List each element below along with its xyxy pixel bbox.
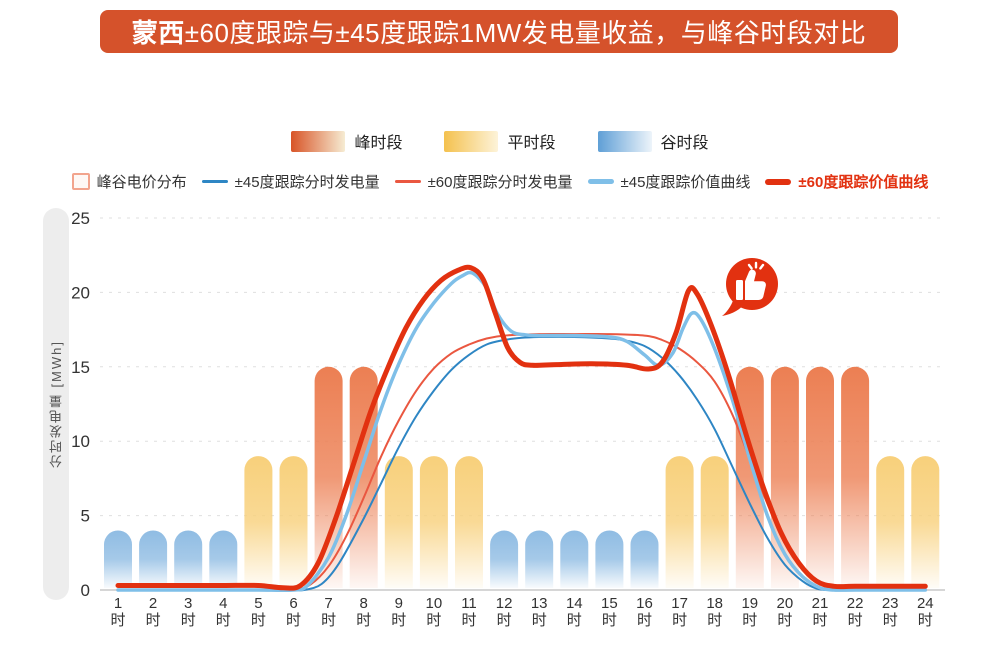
y-tick-0: 0	[81, 581, 90, 600]
y-tick-25: 25	[71, 209, 90, 228]
x-tick-12: 12 时	[496, 595, 513, 629]
legend-label-price-distribution: 峰谷电价分布	[96, 174, 187, 191]
x-tick-18: 18 时	[706, 595, 723, 629]
x-tick-23: 23 时	[882, 595, 899, 629]
bar-hour-11-flat	[455, 456, 483, 588]
bar-hour-1-valley	[104, 530, 132, 588]
y-axis-rail: 分时发电量 [MWh]	[43, 208, 69, 600]
bar-hour-15-valley	[595, 530, 624, 588]
thin-red-line-icon	[394, 180, 421, 183]
legend-item-45deg-value: ±45度跟踪价值曲线	[587, 171, 751, 192]
bar-hour-24-flat	[911, 456, 940, 588]
page-title: ±60度跟踪与±45度跟踪1MW发电量收益，与峰谷时段对比	[184, 18, 867, 48]
page-title-prefix: 蒙西	[131, 18, 185, 48]
y-tick-15: 15	[71, 358, 90, 377]
legend-label-flat: 平时段	[507, 135, 556, 152]
period-legend: 峰时段 平时段 谷时段	[0, 129, 1000, 153]
bar-hour-2-valley	[139, 530, 168, 588]
legend-item-45deg-generation: ±45度跟踪分时发电量	[201, 171, 380, 192]
legend-label-peak: 峰时段	[354, 135, 403, 152]
line-thin-red	[117, 332, 927, 592]
bar-hour-7-peak	[314, 366, 343, 588]
x-tick-21: 21 时	[812, 595, 829, 629]
legend-label-45deg-value: ±45度跟踪价值曲线	[620, 174, 751, 191]
peak-swatch-icon	[291, 130, 346, 152]
page-title-banner: 蒙西 ±60度跟踪与±45度跟踪1MW发电量收益，与峰谷时段对比	[100, 10, 898, 53]
bar-hour-20-peak	[770, 366, 799, 588]
bar-hour-12-valley	[490, 530, 519, 588]
bar-hour-10-flat	[419, 456, 448, 588]
legend-item-price-distribution: 峰谷电价分布	[71, 171, 187, 192]
series-legend: 峰谷电价分布 ±45度跟踪分时发电量 ±60度跟踪分时发电量 ±45度跟踪价值曲…	[0, 171, 1000, 192]
bar-hour-17-flat	[665, 456, 694, 588]
y-tick-5: 5	[81, 507, 90, 526]
x-tick-22: 22 时	[847, 595, 864, 629]
x-tick-14: 14 时	[566, 595, 583, 629]
bar-hour-13-valley	[525, 530, 554, 588]
legend-label-60deg-generation: ±60度跟踪分时发电量	[427, 174, 573, 191]
badge-tail	[722, 298, 745, 316]
legend-item-peak: 峰时段	[291, 129, 402, 153]
legend-item-valley: 谷时段	[597, 129, 709, 153]
bar-hour-4-valley	[209, 530, 238, 588]
thick-lightblue-line-icon	[587, 179, 614, 184]
bar-hour-9-flat	[384, 456, 413, 588]
x-tick-11: 11 时	[461, 595, 477, 629]
x-tick-15: 15 时	[601, 595, 618, 629]
line-thick-lightblue	[116, 270, 928, 593]
bar-hour-14-valley	[560, 530, 589, 588]
x-tick-20: 20 时	[777, 595, 794, 629]
sparkle-icon	[747, 261, 765, 270]
flat-swatch-icon	[444, 130, 499, 152]
price-box-icon	[71, 173, 90, 190]
line-thick-red	[115, 264, 928, 591]
bar-hour-6-flat	[279, 456, 308, 588]
x-tick-16: 16 时	[636, 595, 653, 629]
legend-label-valley: 谷时段	[660, 135, 709, 152]
valley-swatch-icon	[597, 130, 652, 152]
thumbs-up-badge	[722, 258, 778, 316]
bar-hour-23-flat	[876, 456, 905, 588]
thumbs-up-icon	[736, 269, 766, 300]
thick-red-line-icon	[765, 178, 792, 185]
thin-blue-line-icon	[201, 180, 228, 183]
legend-label-45deg-generation: ±45度跟踪分时发电量	[234, 174, 380, 191]
x-tick-13: 13 时	[531, 595, 548, 629]
legend-item-flat: 平时段	[444, 129, 556, 153]
x-tick-24: 24 时	[917, 595, 934, 629]
x-tick-10: 10 时	[426, 595, 443, 629]
bar-hour-3-valley	[174, 530, 203, 588]
legend-label-60deg-value: ±60度跟踪价值曲线	[798, 174, 929, 191]
bar-hour-5-flat	[244, 456, 273, 588]
legend-item-60deg-value: ±60度跟踪价值曲线	[765, 171, 928, 192]
x-tick-19: 19 时	[741, 595, 758, 629]
bar-hour-18-flat	[700, 456, 729, 588]
bar-hour-22-peak	[841, 366, 870, 588]
line-thin-blue	[117, 335, 927, 592]
y-tick-20: 20	[71, 283, 90, 302]
legend-item-60deg-generation: ±60度跟踪分时发电量	[394, 171, 573, 192]
y-tick-10: 10	[71, 432, 90, 451]
x-tick-17: 17 时	[671, 595, 688, 629]
bar-hour-16-valley	[630, 530, 659, 588]
bar-hour-21-peak	[806, 366, 834, 588]
